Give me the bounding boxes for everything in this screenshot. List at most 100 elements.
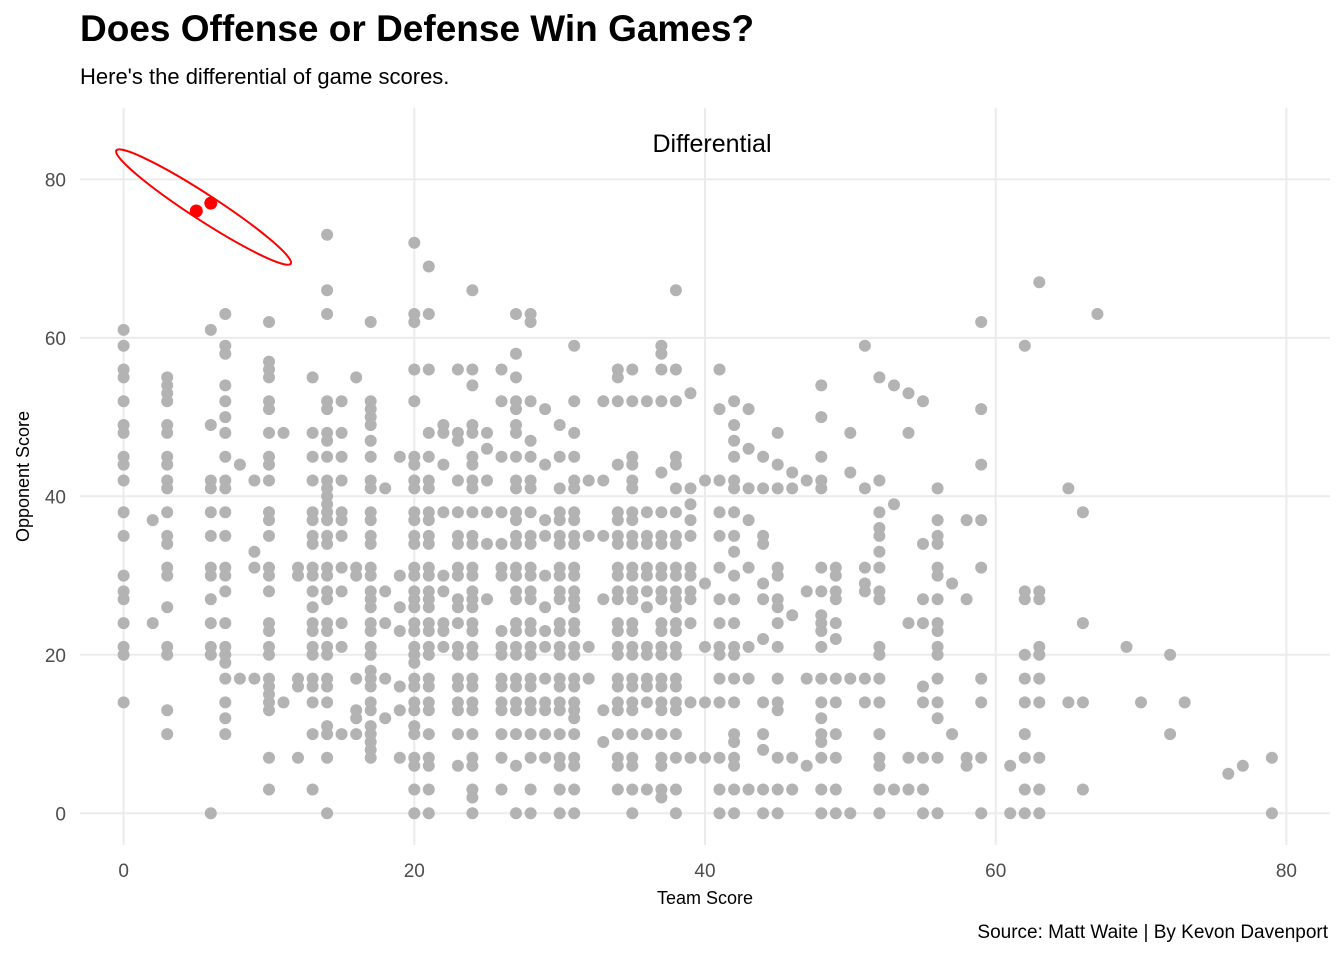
- data-point: [219, 308, 232, 320]
- data-point: [815, 585, 828, 598]
- data-point: [451, 569, 464, 582]
- data-point: [568, 537, 581, 550]
- data-point: [611, 783, 624, 796]
- data-point: [742, 640, 755, 653]
- data-point: [161, 395, 174, 408]
- data-point: [655, 648, 668, 661]
- data-point: [364, 482, 377, 495]
- data-point: [1062, 696, 1075, 709]
- data-point: [524, 316, 537, 328]
- highlight-ellipse: [115, 148, 293, 266]
- data-point: [1076, 506, 1089, 519]
- data-point: [263, 371, 275, 384]
- data-point: [481, 426, 493, 439]
- data-point: [539, 569, 552, 582]
- data-point: [669, 284, 682, 297]
- chart-title: Does Offense or Defense Win Games?: [80, 8, 755, 49]
- data-point: [408, 395, 421, 408]
- data-point: [728, 617, 741, 630]
- data-point: [306, 371, 319, 384]
- data-point: [306, 569, 319, 582]
- data-point: [684, 387, 697, 400]
- data-point: [117, 648, 130, 661]
- data-point: [873, 371, 886, 384]
- data-point: [568, 807, 581, 820]
- data-point: [1018, 672, 1031, 685]
- data-point: [597, 529, 610, 542]
- data-point: [1265, 751, 1278, 764]
- data-point: [364, 450, 377, 463]
- data-point: [568, 728, 581, 741]
- data-point: [902, 426, 915, 439]
- data-point: [306, 728, 319, 741]
- data-point: [408, 680, 421, 693]
- data-point: [713, 363, 726, 376]
- data-point: [495, 751, 508, 764]
- data-point: [204, 323, 217, 336]
- data-point: [233, 458, 246, 471]
- data-point: [597, 704, 610, 717]
- data-point: [742, 514, 755, 527]
- data-point: [451, 680, 464, 693]
- data-point: [350, 712, 363, 725]
- data-point: [539, 625, 552, 637]
- data-point: [422, 308, 435, 320]
- data-point: [466, 791, 479, 804]
- data-point: [713, 561, 726, 574]
- data-point: [1265, 807, 1278, 820]
- data-point: [640, 506, 653, 519]
- data-point: [1135, 696, 1147, 709]
- data-point: [640, 696, 653, 709]
- data-point: [408, 363, 421, 376]
- data-point: [263, 458, 275, 471]
- data-point: [669, 751, 682, 764]
- data-point: [800, 474, 813, 487]
- data-point: [408, 316, 421, 328]
- x-tick-label: 40: [694, 861, 715, 882]
- data-point: [873, 672, 886, 685]
- data-point: [713, 474, 726, 487]
- data-point: [510, 426, 522, 439]
- data-point: [219, 529, 232, 542]
- data-point: [931, 569, 944, 582]
- data-point: [844, 426, 857, 439]
- data-point: [917, 807, 929, 820]
- data-point: [728, 434, 741, 447]
- data-point: [263, 751, 275, 764]
- data-point: [771, 617, 784, 630]
- data-point: [263, 474, 275, 487]
- data-point: [626, 728, 639, 741]
- data-point: [117, 506, 130, 519]
- data-point: [335, 426, 348, 439]
- data-point: [713, 593, 726, 606]
- y-tick-label: 80: [45, 170, 66, 191]
- data-point: [495, 704, 508, 717]
- data-point: [219, 482, 232, 495]
- data-point: [684, 593, 697, 606]
- data-point: [771, 783, 784, 796]
- data-point: [1018, 339, 1031, 352]
- data-point: [844, 807, 857, 820]
- data-point: [800, 585, 813, 598]
- data-point: [466, 284, 479, 297]
- data-point: [219, 585, 232, 598]
- data-point: [408, 601, 421, 614]
- data-point: [408, 537, 421, 550]
- data-point: [335, 529, 348, 542]
- data-point: [975, 807, 988, 820]
- data-point: [263, 569, 275, 582]
- data-point: [640, 648, 653, 661]
- data-point: [553, 569, 566, 582]
- data-point: [466, 728, 479, 741]
- data-point: [524, 593, 537, 606]
- data-point: [873, 807, 886, 820]
- data-point: [568, 395, 581, 408]
- gridlines: [80, 108, 1330, 845]
- data-point: [699, 696, 711, 709]
- data-point: [568, 569, 581, 582]
- data-point: [248, 545, 261, 558]
- data-point: [742, 442, 755, 455]
- data-point: [451, 474, 464, 487]
- data-point: [306, 783, 319, 796]
